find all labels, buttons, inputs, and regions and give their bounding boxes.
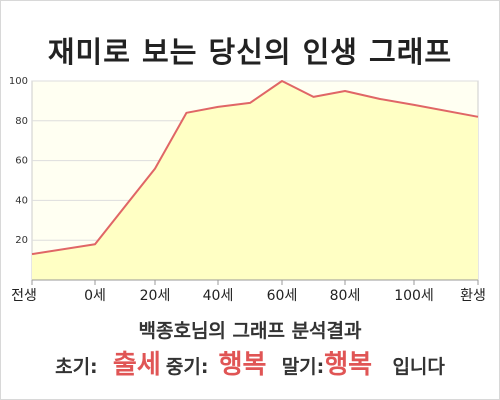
y-tick-label-80: 80 <box>15 116 28 127</box>
x-tick-label-6: 100세 <box>394 288 434 304</box>
life-area-fill <box>32 81 478 280</box>
x-tick-label-2: 20세 <box>140 288 171 304</box>
x-tick-label-7: 환생 <box>460 288 486 304</box>
x-tick-label-3: 40세 <box>203 288 234 304</box>
y-tick-label-100: 100 <box>9 76 28 87</box>
page-title: 재미로 보는 당신의 인생 그래프 <box>47 35 453 69</box>
early-label: 초기: <box>55 356 98 378</box>
y-tick-labels: 20 40 60 80 100 <box>9 76 28 246</box>
early-value: 출세 <box>112 350 161 380</box>
analysis-subtitle: 백종호님의 그래프 분석결과 <box>138 320 362 342</box>
x-tick-label-4: 60세 <box>267 288 298 304</box>
y-tick-label-60: 60 <box>15 156 28 167</box>
x-tick-label-5: 80세 <box>330 288 361 304</box>
late-label: 말기: <box>281 356 325 378</box>
y-tick-label-40: 40 <box>15 195 28 206</box>
life-line <box>31 80 479 256</box>
mid-value: 행복 <box>218 350 267 380</box>
y-tick-label-20: 20 <box>15 235 28 246</box>
x-tick-label-1: 0세 <box>84 288 106 304</box>
ending-text: 입니다 <box>392 356 445 378</box>
x-tick-label-0: 전생 <box>11 288 37 304</box>
analysis-summary: 초기: 출세 중기: 행복 말기:행복 입니다 <box>0 348 500 385</box>
late-value: 행복 <box>324 350 373 380</box>
mid-label: 중기: <box>165 356 209 378</box>
x-tick-labels: 전생 0세 20세 40세 60세 80세 100세 환생 <box>11 280 486 304</box>
